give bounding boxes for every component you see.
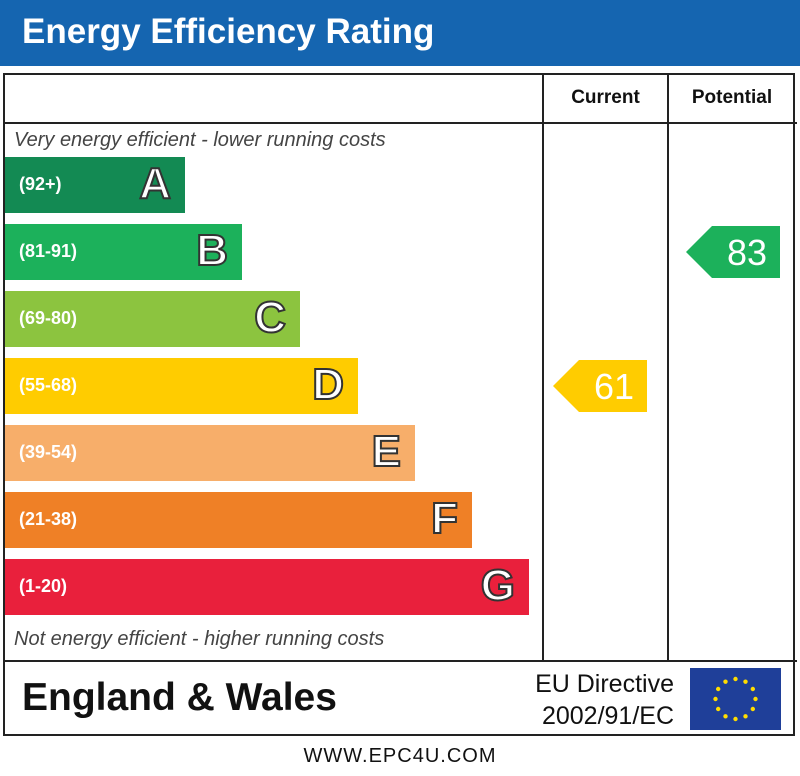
potential-rating-arrow: 83 xyxy=(686,226,780,278)
bar-letter: F xyxy=(430,493,459,544)
rating-table xyxy=(3,73,795,736)
bar-range-label: (21-38) xyxy=(19,509,78,529)
bar-letter: C xyxy=(253,292,287,343)
directive-line2: 2002/91/EC xyxy=(541,702,674,730)
website-label: WWW.EPC4U.COM xyxy=(303,745,497,767)
potential-rating-value: 83 xyxy=(726,232,768,273)
bar-a: (92+) A xyxy=(5,157,185,213)
column-divider xyxy=(667,73,669,662)
bar-range-label: (55-68) xyxy=(19,375,78,395)
current-column-header: Current xyxy=(571,87,640,108)
directive-line1: EU Directive xyxy=(535,670,674,698)
bar-g: (1-20) G xyxy=(5,559,529,615)
column-divider xyxy=(542,73,544,662)
bar-d: (55-68) D xyxy=(5,358,358,414)
bar-f: (21-38) F xyxy=(5,492,472,548)
bar-range-label: (69-80) xyxy=(19,308,78,328)
bar-letter: A xyxy=(138,158,172,209)
footer-divider xyxy=(3,660,797,662)
bar-e: (39-54) E xyxy=(5,425,415,481)
current-rating-arrow: 61 xyxy=(553,360,647,412)
bar-b: (81-91) B xyxy=(5,224,242,280)
potential-column-header: Potential xyxy=(691,87,773,108)
title-bar: Energy Efficiency Rating xyxy=(0,0,800,66)
eu-flag-icon xyxy=(690,668,781,730)
header-divider xyxy=(3,122,797,124)
current-rating-value: 61 xyxy=(593,366,635,407)
bar-range-label: (1-20) xyxy=(19,576,68,596)
bar-range-label: (92+) xyxy=(19,174,62,194)
bar-letter: G xyxy=(480,560,516,611)
bar-letter: E xyxy=(371,426,402,477)
bar-c: (69-80) C xyxy=(5,291,300,347)
bar-letter: B xyxy=(195,225,229,276)
region-label: England & Wales xyxy=(22,676,337,719)
bar-range-label: (39-54) xyxy=(19,442,78,462)
top-note: Very energy efficient - lower running co… xyxy=(14,129,386,151)
page-title: Energy Efficiency Rating xyxy=(22,12,435,51)
bar-letter: D xyxy=(311,359,345,410)
bar-range-label: (81-91) xyxy=(19,241,78,261)
eu-directive: EU Directive 2002/91/EC xyxy=(518,668,674,732)
bottom-note: Not energy efficient - higher running co… xyxy=(14,628,385,650)
